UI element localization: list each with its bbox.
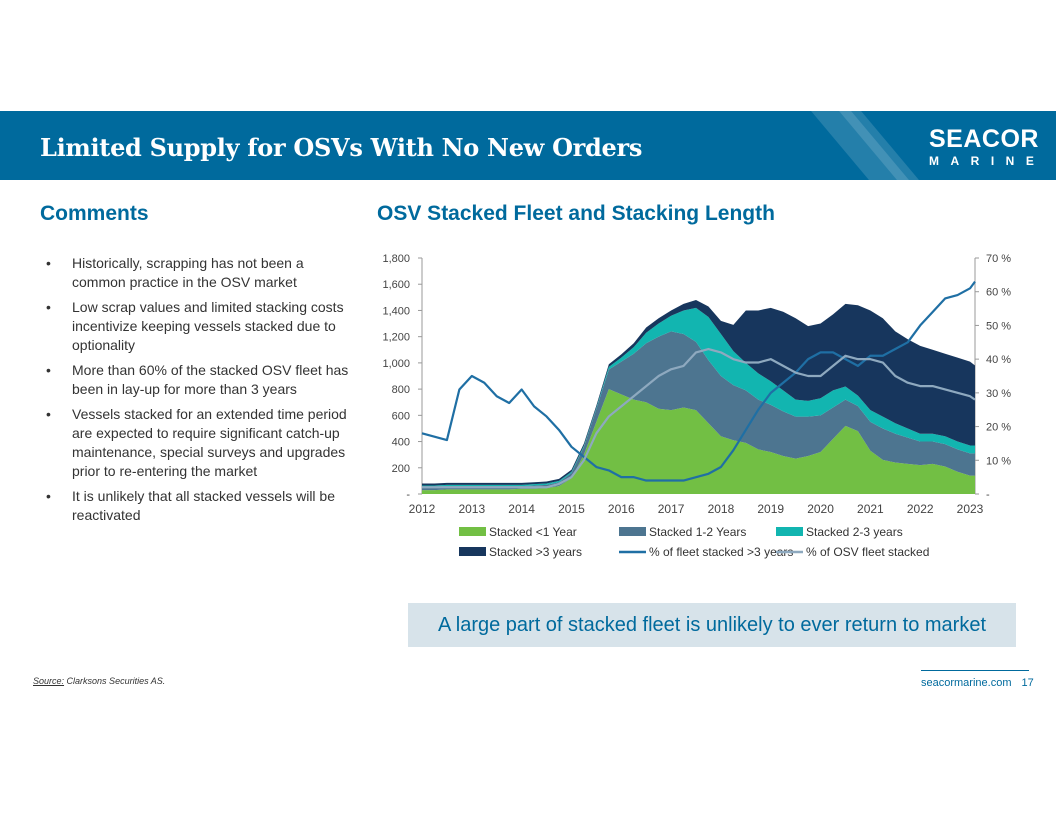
legend-label: % of fleet stacked >3 years — [649, 545, 793, 559]
comment-item: • More than 60% of the stacked OSV fleet … — [40, 361, 350, 399]
footer: seacormarine.com 17 — [921, 677, 1034, 689]
legend-label: Stacked <1 Year — [489, 525, 577, 539]
comment-text: More than 60% of the stacked OSV fleet h… — [72, 362, 349, 397]
legend-label: Stacked 1-2 Years — [649, 525, 746, 539]
y-right-tick-label: 20 % — [986, 422, 1011, 434]
legend-swatch — [776, 527, 803, 536]
y-right-tick-label: 30 % — [986, 388, 1011, 400]
legend-label: Stacked >3 years — [489, 545, 582, 559]
comment-text: Vessels stacked for an extended time per… — [72, 406, 347, 479]
source-text: Clarksons Securities AS. — [66, 676, 166, 686]
x-tick-label: 2012 — [409, 502, 436, 516]
x-tick-label: 2015 — [558, 502, 585, 516]
y-left-tick-label: 1,800 — [382, 253, 410, 265]
page-title: Limited Supply for OSVs With No New Orde… — [40, 133, 643, 162]
stacked-fleet-chart: - 200 400 600 800 1,000 1,200 1,400 1,600 1,800 - 1… — [382, 253, 1011, 559]
header-banner: Limited Supply for OSVs With No New Orde… — [0, 111, 1056, 180]
legend-swatch — [459, 547, 486, 556]
bullet-symbol: • — [46, 362, 51, 378]
y-right-tick-label: - — [986, 489, 990, 501]
line-series-2 — [422, 347, 976, 489]
x-tick-label: 2021 — [857, 502, 884, 516]
source-label: Source: — [33, 676, 65, 686]
legend-swatch — [459, 527, 486, 536]
bullet-symbol: • — [46, 255, 51, 271]
x-tick-label: 2020 — [807, 502, 834, 516]
y-left-tick-label: 800 — [392, 384, 410, 396]
y-left-tick-label: 1,200 — [382, 332, 410, 344]
y-right-tick-label: 70 % — [986, 253, 1011, 265]
callout-box: A large part of stacked fleet is unlikel… — [408, 603, 1016, 647]
y-left-tick-label: 1,600 — [382, 279, 410, 291]
x-tick-label: 2018 — [708, 502, 735, 516]
chart-heading: OSV Stacked Fleet and Stacking Length — [377, 202, 775, 225]
comments-list: • Historically, scrapping has not been a … — [40, 254, 350, 531]
area-series-3 — [422, 307, 975, 487]
y-left-tick-label: 400 — [392, 437, 410, 449]
comments-heading: Comments — [40, 202, 149, 225]
comment-item: • Vessels stacked for an extended time pe… — [40, 405, 350, 481]
page-number: 17 — [1021, 677, 1034, 689]
y-left-tick-label: 600 — [392, 410, 410, 422]
source-note: Source: Clarksons Securities AS. — [33, 676, 165, 686]
y-left-tick-label: 1,000 — [382, 358, 410, 370]
bullet-symbol: • — [46, 488, 51, 504]
comment-item: • Historically, scrapping has not been a … — [40, 254, 350, 292]
y-right-tick-label: 60 % — [986, 287, 1011, 299]
x-tick-label: 2023 — [957, 502, 984, 516]
footer-website[interactable]: seacormarine.com — [921, 677, 1012, 689]
footer-rule — [921, 670, 1029, 671]
comment-text: Historically, scrapping has not been a c… — [72, 255, 304, 290]
legend-swatch — [619, 527, 646, 536]
seacor-marine-logo: SEACOR MARINE — [929, 125, 1046, 169]
area-series-2 — [422, 331, 975, 491]
bullet-symbol: • — [46, 299, 51, 315]
logo-line-1: SEACOR — [929, 125, 1039, 153]
x-tick-label: 2014 — [508, 502, 535, 516]
x-tick-label: 2013 — [458, 502, 485, 516]
y-left-tick-label: 200 — [392, 463, 410, 475]
x-tick-label: 2017 — [658, 502, 685, 516]
comment-text: It is unlikely that all stacked vessels … — [72, 488, 335, 523]
bullet-symbol: • — [46, 406, 51, 422]
logo-line-2: MARINE — [929, 154, 1046, 168]
callout-text: A large part of stacked fleet is unlikel… — [437, 614, 987, 636]
y-left-tick-label: 1,400 — [382, 305, 410, 317]
x-tick-label: 2022 — [907, 502, 934, 516]
area-series-1 — [422, 389, 975, 494]
comment-item: • Low scrap values and limited stacking c… — [40, 298, 350, 355]
comment-text: Low scrap values and limited stacking co… — [72, 299, 344, 353]
y-left-tick-label: - — [406, 489, 410, 501]
y-right-tick-label: 50 % — [986, 320, 1011, 332]
line-series-1 — [421, 280, 976, 482]
x-tick-label: 2016 — [608, 502, 635, 516]
area-series-4 — [422, 299, 975, 486]
comment-item: • It is unlikely that all stacked vessels… — [40, 487, 350, 525]
y-right-tick-label: 10 % — [986, 455, 1011, 467]
legend-label: Stacked 2-3 years — [806, 525, 903, 539]
x-tick-label: 2019 — [757, 502, 784, 516]
legend-label: % of OSV fleet stacked — [806, 545, 929, 559]
y-right-tick-label: 40 % — [986, 354, 1011, 366]
